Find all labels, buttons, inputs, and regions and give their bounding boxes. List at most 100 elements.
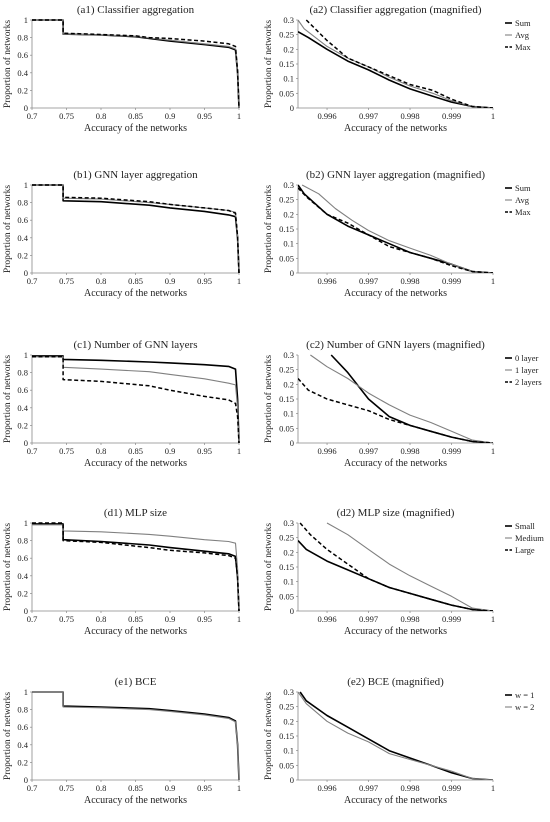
series-group bbox=[32, 355, 240, 443]
series-line-2 bbox=[32, 184, 240, 273]
y-tick-label: 0.4 bbox=[17, 403, 28, 413]
y-tick-label: 0 bbox=[290, 775, 294, 785]
subplot-title: (b1) GNN layer aggregation bbox=[73, 169, 198, 181]
y-tick-label: 0 bbox=[290, 103, 294, 113]
x-tick-label: 1 bbox=[237, 446, 241, 456]
y-tick-label: 0.15 bbox=[279, 59, 294, 69]
y-tick-label: 0.6 bbox=[17, 553, 28, 563]
subplot-title: (c1) Number of GNN layers bbox=[73, 339, 197, 351]
subplot-7: 0 0.2 0.4 0.6 0.8 1 0.7 0.75 0.8 0.85 0.9 0.95 1 (d1)… bbox=[2, 507, 241, 637]
series-line-3 bbox=[298, 378, 494, 443]
series-line-2 bbox=[310, 354, 494, 443]
series-line-3 bbox=[299, 522, 494, 611]
y-tick-label: 0.15 bbox=[279, 224, 294, 234]
series-line-1 bbox=[32, 355, 240, 443]
series-line-2 bbox=[301, 184, 494, 273]
x-tick-label: 0.997 bbox=[359, 783, 378, 793]
y-tick-label: 0 bbox=[290, 438, 294, 448]
y-axis-label: Proportion of networks bbox=[2, 692, 13, 780]
y-tick-label: 0.4 bbox=[17, 571, 28, 581]
x-tick-label: 0.997 bbox=[359, 614, 378, 624]
x-tick-label: 0.7 bbox=[27, 111, 38, 121]
x-tick-label: 0.7 bbox=[27, 783, 38, 793]
y-axis-label: Proportion of networks bbox=[263, 692, 274, 780]
series-line-1 bbox=[298, 184, 494, 273]
y-axis-label: Proportion of networks bbox=[2, 185, 13, 273]
x-tick-label: 0.999 bbox=[442, 276, 461, 286]
series-line-1 bbox=[298, 31, 494, 108]
series-group bbox=[298, 184, 494, 273]
series-line-2 bbox=[32, 524, 240, 611]
x-tick-label: 0.8 bbox=[96, 446, 107, 456]
y-tick-label: 0 bbox=[24, 438, 28, 448]
x-axis-label: Accuracy of the networks bbox=[344, 626, 447, 637]
legend-label: Avg bbox=[515, 30, 530, 40]
x-tick-label: 1 bbox=[237, 614, 241, 624]
x-tick-label: 0.8 bbox=[96, 614, 107, 624]
series-group bbox=[298, 522, 494, 611]
y-tick-label: 0.05 bbox=[279, 423, 294, 433]
y-tick-label: 0.15 bbox=[279, 394, 294, 404]
subplot-9: 0 0.2 0.4 0.6 0.8 1 0.7 0.75 0.8 0.85 0.9 0.95 1 (e1)… bbox=[2, 676, 241, 806]
x-tick-label: 0.7 bbox=[27, 276, 38, 286]
x-tick-label: 0.998 bbox=[400, 446, 419, 456]
y-tick-label: 0.4 bbox=[17, 68, 28, 78]
x-tick-label: 0.8 bbox=[96, 111, 107, 121]
x-tick-label: 0.75 bbox=[59, 446, 74, 456]
x-axis-label: Accuracy of the networks bbox=[84, 123, 187, 134]
series-line-3 bbox=[32, 522, 240, 611]
x-tick-label: 1 bbox=[237, 276, 241, 286]
y-tick-label: 0.2 bbox=[283, 44, 294, 54]
x-tick-label: 0.95 bbox=[197, 614, 212, 624]
subplot-title: (e2) BCE (magnified) bbox=[347, 676, 444, 688]
x-tick-label: 0.75 bbox=[59, 783, 74, 793]
legend-label: w = 2 bbox=[515, 702, 534, 712]
y-tick-label: 0 bbox=[24, 103, 28, 113]
x-tick-label: 0.85 bbox=[128, 276, 143, 286]
y-tick-label: 0 bbox=[24, 268, 28, 278]
x-tick-label: 0.75 bbox=[59, 276, 74, 286]
y-tick-label: 0.3 bbox=[283, 15, 294, 25]
x-tick-label: 1 bbox=[491, 614, 495, 624]
subplot-title: (e1) BCE bbox=[115, 676, 157, 688]
x-tick-label: 0.85 bbox=[128, 614, 143, 624]
series-line-1 bbox=[299, 691, 494, 780]
x-axis-label: Accuracy of the networks bbox=[344, 123, 447, 134]
series-line-2 bbox=[326, 522, 494, 611]
x-tick-label: 0.996 bbox=[317, 614, 336, 624]
legend-label: Avg bbox=[515, 195, 530, 205]
x-tick-label: 0.998 bbox=[400, 111, 419, 121]
legend-label: Max bbox=[515, 42, 531, 52]
x-tick-label: 0.996 bbox=[317, 111, 336, 121]
series-group bbox=[298, 19, 494, 108]
y-tick-label: 0.2 bbox=[17, 85, 28, 95]
y-tick-label: 0.6 bbox=[17, 385, 28, 395]
x-tick-label: 0.85 bbox=[128, 446, 143, 456]
series-group bbox=[298, 691, 494, 780]
y-tick-label: 1 bbox=[24, 15, 28, 25]
x-tick-label: 0.75 bbox=[59, 614, 74, 624]
y-tick-label: 0 bbox=[24, 775, 28, 785]
x-tick-label: 1 bbox=[491, 111, 495, 121]
legend-label: w = 1 bbox=[515, 690, 534, 700]
series-group bbox=[298, 354, 494, 443]
y-tick-label: 0.8 bbox=[17, 536, 28, 546]
y-tick-label: 0.2 bbox=[283, 379, 294, 389]
y-tick-label: 0.2 bbox=[283, 716, 294, 726]
x-tick-label: 0.8 bbox=[96, 783, 107, 793]
y-tick-label: 0.8 bbox=[17, 198, 28, 208]
x-tick-label: 0.75 bbox=[59, 111, 74, 121]
y-axis-label: Proportion of networks bbox=[2, 523, 13, 611]
y-tick-label: 0.2 bbox=[283, 209, 294, 219]
x-tick-label: 0.996 bbox=[317, 783, 336, 793]
y-tick-label: 0.25 bbox=[279, 365, 294, 375]
x-tick-label: 0.8 bbox=[96, 276, 107, 286]
x-tick-label: 0.999 bbox=[442, 111, 461, 121]
y-tick-label: 0.8 bbox=[17, 33, 28, 43]
series-line-1 bbox=[330, 354, 494, 443]
x-tick-label: 0.996 bbox=[317, 446, 336, 456]
y-tick-label: 1 bbox=[24, 350, 28, 360]
subplot-title: (d2) MLP size (magnified) bbox=[337, 507, 455, 519]
y-tick-label: 0.25 bbox=[279, 533, 294, 543]
x-tick-label: 0.95 bbox=[197, 111, 212, 121]
